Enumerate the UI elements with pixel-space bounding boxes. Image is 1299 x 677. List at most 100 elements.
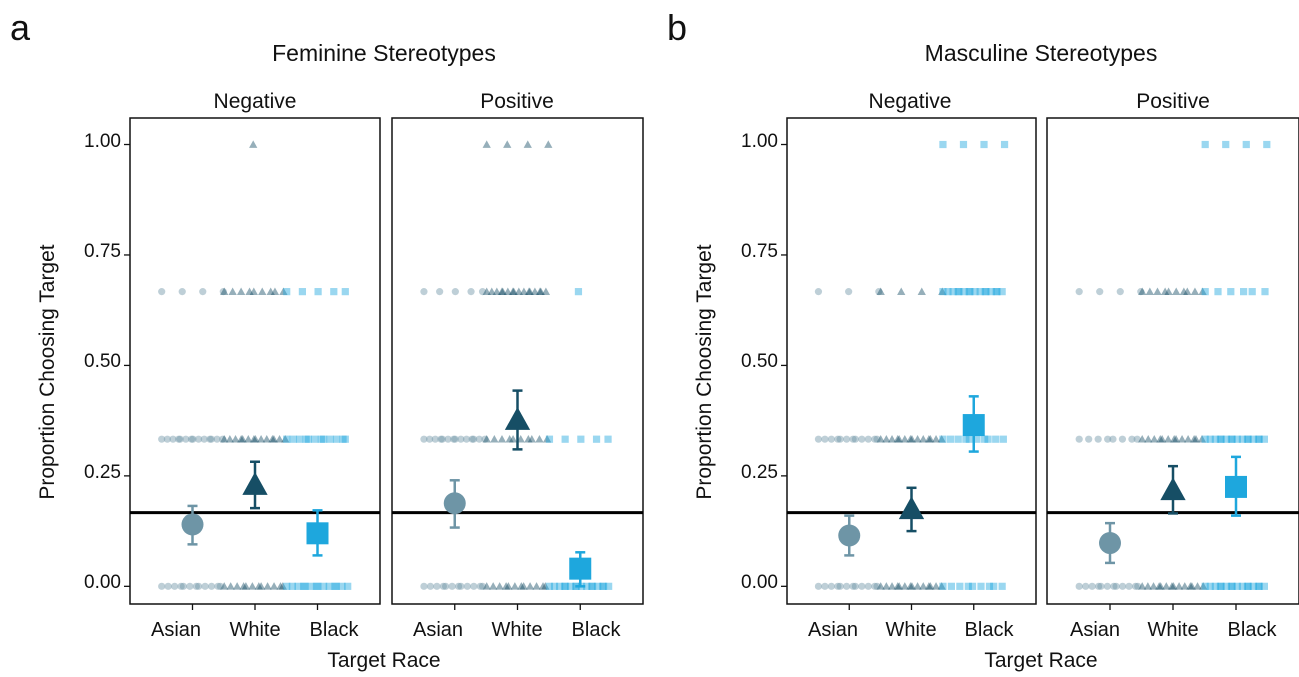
data-point xyxy=(1211,435,1219,443)
data-point xyxy=(592,435,601,443)
data-point xyxy=(439,582,447,590)
data-point xyxy=(270,287,280,295)
data-point xyxy=(1189,435,1199,443)
facet-positive: Positive Asian White Black xyxy=(391,90,644,641)
facet-positive: Positive Asian White Black xyxy=(1046,90,1299,641)
tick-label: Asian xyxy=(413,619,463,641)
data-point xyxy=(858,582,866,590)
data-point xyxy=(482,582,491,590)
data-point xyxy=(893,582,902,590)
data-point xyxy=(332,582,340,590)
data-point xyxy=(1085,435,1093,443)
data-point xyxy=(169,435,177,443)
data-point xyxy=(1097,582,1105,590)
data-point xyxy=(283,288,291,296)
mean-marker xyxy=(306,522,329,545)
data-point xyxy=(497,435,507,443)
data-point xyxy=(314,582,322,590)
data-point xyxy=(1131,582,1140,590)
facet-negative: Negative Asian White Black xyxy=(781,90,1037,641)
data-point xyxy=(931,582,941,590)
data-point xyxy=(1260,582,1268,590)
data-point xyxy=(482,287,491,295)
tick-label: Black xyxy=(965,619,1015,641)
data-point xyxy=(164,582,172,590)
data-point xyxy=(302,435,310,443)
panel-label: b xyxy=(667,7,687,48)
data-point xyxy=(1254,582,1263,590)
tick-label: 0.25 xyxy=(84,462,121,483)
data-point xyxy=(954,435,962,443)
data-point xyxy=(1214,288,1222,296)
data-point xyxy=(487,287,496,295)
data-point xyxy=(482,140,491,148)
plot-area xyxy=(391,117,644,610)
data-point xyxy=(175,435,183,443)
data-point xyxy=(1171,435,1181,443)
data-point xyxy=(887,435,897,443)
data-point xyxy=(875,288,883,296)
data-point xyxy=(194,435,203,443)
tick-label: Black xyxy=(1228,619,1278,641)
data-point xyxy=(965,435,973,443)
data-point xyxy=(341,288,349,296)
data-point xyxy=(1201,435,1209,443)
data-point xyxy=(178,288,186,296)
data-point xyxy=(990,582,998,590)
tick-label: Asian xyxy=(808,619,858,641)
data-point xyxy=(1244,582,1252,590)
data-point xyxy=(524,435,533,443)
data-point xyxy=(1133,435,1141,443)
data-point xyxy=(269,435,279,443)
data-point xyxy=(300,582,308,590)
data-point xyxy=(462,435,471,443)
data-point xyxy=(233,582,242,590)
data-point xyxy=(1197,435,1207,443)
data-point xyxy=(1227,435,1235,443)
data-point xyxy=(200,435,208,443)
data-point xyxy=(514,287,523,295)
data-point xyxy=(527,435,536,443)
data-point xyxy=(1118,435,1127,443)
data-point xyxy=(897,287,906,295)
data-point xyxy=(973,435,981,443)
data-point xyxy=(821,582,829,590)
data-point xyxy=(1170,435,1179,443)
data-point xyxy=(849,435,857,443)
data-point xyxy=(871,435,879,443)
data-point xyxy=(1153,287,1162,295)
tick-label: 0.25 xyxy=(741,462,778,483)
data-point xyxy=(1227,288,1235,296)
data-point xyxy=(535,435,544,443)
data-point xyxy=(220,435,229,443)
tick-label: Black xyxy=(310,619,360,641)
data-point xyxy=(1150,435,1159,443)
data-point xyxy=(207,435,215,443)
data-point xyxy=(1249,435,1257,443)
plot-frame xyxy=(391,117,644,605)
data-point xyxy=(538,582,548,590)
data-point xyxy=(561,582,569,590)
data-point xyxy=(311,435,319,443)
data-point xyxy=(187,435,196,443)
data-point xyxy=(917,287,926,295)
data-point xyxy=(470,435,478,443)
data-point xyxy=(431,435,439,443)
data-point xyxy=(508,435,518,443)
data-point xyxy=(304,435,312,443)
mean-marker xyxy=(443,492,466,515)
data-point xyxy=(236,287,246,295)
data-point xyxy=(207,582,216,590)
data-point xyxy=(294,582,302,590)
data-point xyxy=(420,288,428,296)
data-point xyxy=(924,582,934,590)
data-point xyxy=(550,582,559,590)
data-point xyxy=(262,435,271,443)
mean-marker xyxy=(962,414,985,437)
data-point xyxy=(509,287,518,295)
data-point xyxy=(1156,582,1165,590)
data-point xyxy=(1238,582,1246,590)
data-point xyxy=(882,582,891,590)
tick-label: Asian xyxy=(1070,619,1120,641)
data-point xyxy=(470,582,478,590)
